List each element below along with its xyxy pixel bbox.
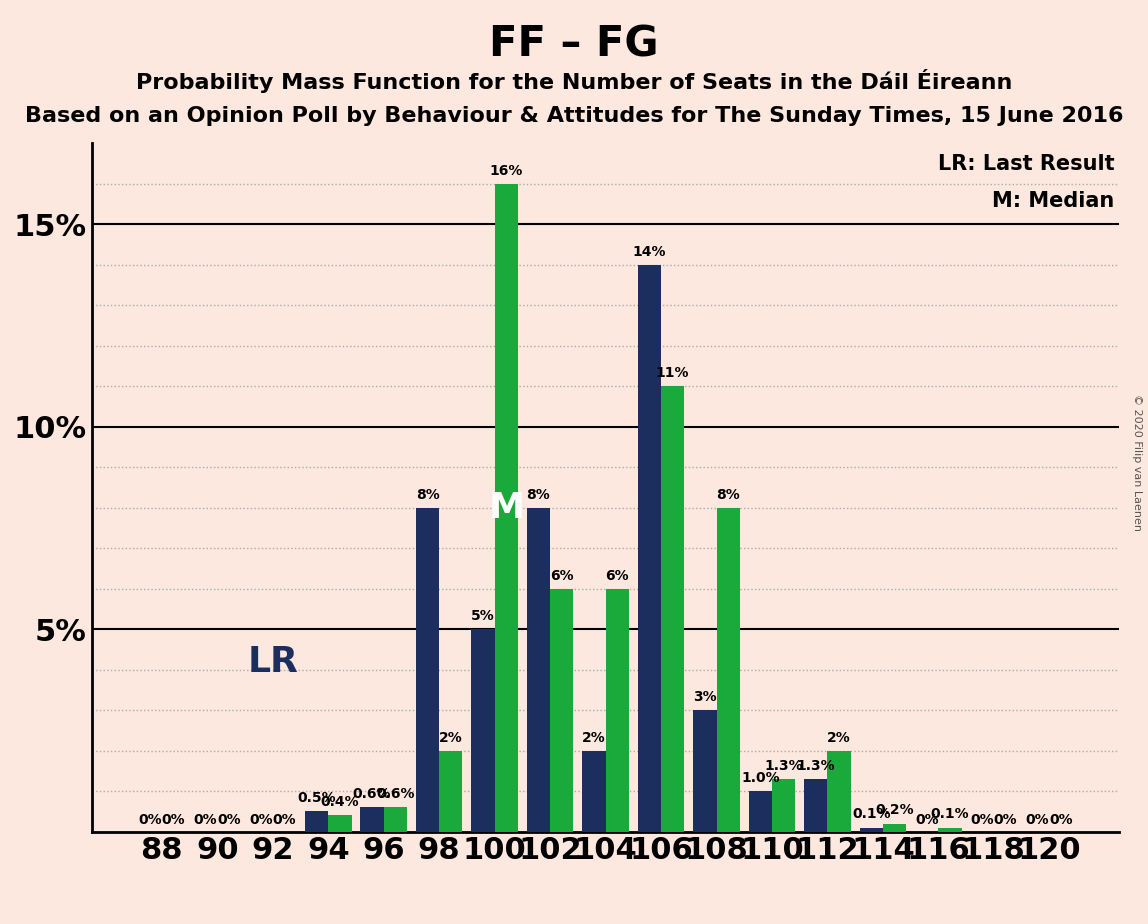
- Bar: [495, 184, 518, 832]
- Text: 0.6%: 0.6%: [352, 787, 391, 801]
- Bar: [771, 779, 796, 832]
- Bar: [938, 828, 962, 832]
- Bar: [828, 750, 851, 832]
- Text: 0%: 0%: [162, 813, 185, 827]
- Text: 0.1%: 0.1%: [931, 808, 969, 821]
- Bar: [606, 589, 629, 832]
- Bar: [661, 386, 684, 832]
- Bar: [305, 811, 328, 832]
- Bar: [472, 629, 495, 832]
- Text: 2%: 2%: [582, 731, 606, 745]
- Bar: [416, 507, 440, 832]
- Text: © 2020 Filip van Laenen: © 2020 Filip van Laenen: [1132, 394, 1142, 530]
- Bar: [360, 808, 383, 832]
- Text: 3%: 3%: [693, 690, 716, 704]
- Text: 5%: 5%: [471, 609, 495, 623]
- Text: 0.1%: 0.1%: [852, 808, 891, 821]
- Text: LR: Last Result: LR: Last Result: [938, 153, 1115, 174]
- Text: 8%: 8%: [416, 488, 440, 502]
- Bar: [582, 750, 606, 832]
- Text: 0.2%: 0.2%: [875, 804, 914, 818]
- Text: 0%: 0%: [139, 813, 162, 827]
- Text: 0%: 0%: [970, 813, 994, 827]
- Bar: [550, 589, 573, 832]
- Text: 2%: 2%: [439, 731, 463, 745]
- Text: 6%: 6%: [605, 568, 629, 582]
- Text: FF – FG: FF – FG: [489, 23, 659, 65]
- Bar: [748, 791, 771, 832]
- Text: Probability Mass Function for the Number of Seats in the Dáil Éireann: Probability Mass Function for the Number…: [135, 69, 1013, 93]
- Text: 0%: 0%: [249, 813, 273, 827]
- Bar: [383, 808, 408, 832]
- Text: 8%: 8%: [527, 488, 550, 502]
- Bar: [883, 823, 906, 832]
- Text: 0%: 0%: [1026, 813, 1049, 827]
- Bar: [804, 779, 828, 832]
- Text: 14%: 14%: [633, 245, 666, 259]
- Text: Based on an Opinion Poll by Behaviour & Attitudes for The Sunday Times, 15 June : Based on an Opinion Poll by Behaviour & …: [25, 106, 1123, 127]
- Text: 2%: 2%: [828, 731, 851, 745]
- Text: 0%: 0%: [915, 813, 939, 827]
- Text: 6%: 6%: [550, 568, 574, 582]
- Text: 1.0%: 1.0%: [740, 771, 779, 785]
- Text: 0%: 0%: [994, 813, 1017, 827]
- Bar: [693, 711, 716, 832]
- Bar: [527, 507, 550, 832]
- Bar: [328, 815, 351, 832]
- Text: M: Median: M: Median: [992, 191, 1115, 212]
- Text: 0.5%: 0.5%: [297, 791, 336, 806]
- Text: 8%: 8%: [716, 488, 740, 502]
- Text: 0%: 0%: [1049, 813, 1072, 827]
- Text: M: M: [488, 491, 525, 525]
- Text: 16%: 16%: [489, 164, 523, 177]
- Text: 1.3%: 1.3%: [765, 759, 802, 772]
- Bar: [638, 264, 661, 832]
- Text: 0%: 0%: [194, 813, 217, 827]
- Text: 11%: 11%: [656, 366, 690, 380]
- Bar: [716, 507, 739, 832]
- Text: LR: LR: [247, 645, 298, 678]
- Text: 0%: 0%: [217, 813, 241, 827]
- Text: 1.3%: 1.3%: [797, 759, 835, 772]
- Text: 0.6%: 0.6%: [377, 787, 414, 801]
- Text: 0.4%: 0.4%: [320, 796, 359, 809]
- Bar: [860, 828, 883, 832]
- Bar: [440, 750, 463, 832]
- Text: 0%: 0%: [272, 813, 296, 827]
